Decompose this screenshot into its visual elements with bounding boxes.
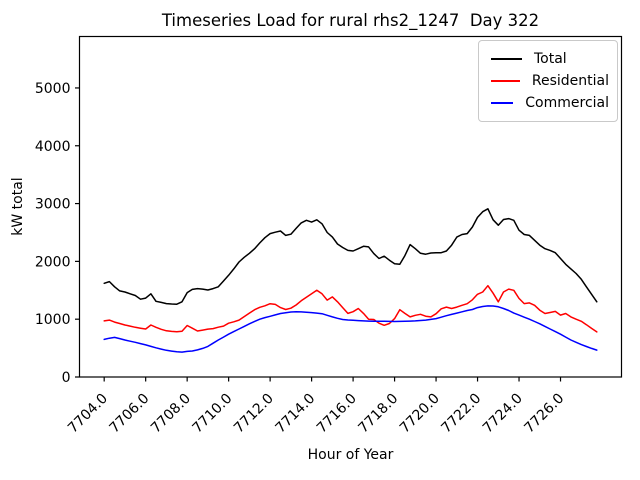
legend: Total Residential Commercial [478, 40, 618, 122]
y-tick-label: 4000 [35, 139, 71, 155]
legend-line-swatch [491, 58, 522, 60]
chart-title: Timeseries Load for rural rhs2_1247 Day … [161, 11, 540, 30]
x-tick-label: 7706.0 [107, 391, 153, 437]
series-line-commercial [103, 305, 598, 353]
x-tick-label: 7708.0 [148, 391, 194, 437]
legend-item-commercial: Commercial [487, 92, 609, 114]
axes-frame [78, 35, 623, 378]
x-tick-label: 7712.0 [231, 391, 277, 437]
legend-label: Residential [531, 73, 609, 89]
legend-line-swatch [491, 102, 514, 104]
legend-item-total: Total [487, 48, 609, 70]
x-tick-label: 7716.0 [314, 391, 360, 437]
legend-line-swatch [491, 80, 520, 82]
x-tick-label: 7722.0 [438, 391, 484, 437]
y-tick-label: 3000 [35, 197, 71, 213]
legend-item-residential: Residential [487, 70, 609, 92]
x-tick-label: 7714.0 [272, 391, 318, 437]
x-tick-label: 7720.0 [397, 391, 443, 437]
x-axis-label: Hour of Year [307, 447, 394, 463]
series-line-residential [103, 284, 598, 333]
x-tick-label: 7726.0 [521, 391, 567, 437]
legend-label: Total [534, 51, 567, 67]
legend-label: Commercial [525, 95, 609, 111]
y-axis-label: kW total [10, 177, 26, 236]
x-tick-label: 7724.0 [480, 391, 526, 437]
x-tick-label: 7718.0 [355, 391, 401, 437]
y-tick-label: 2000 [35, 254, 71, 270]
x-tick-label: 7710.0 [190, 391, 236, 437]
x-tick-label: 7704.0 [65, 391, 111, 437]
y-tick-label: 0 [62, 370, 71, 386]
series-line-total [103, 208, 598, 305]
y-tick-label: 5000 [35, 81, 71, 97]
y-tick-label: 1000 [35, 312, 71, 328]
